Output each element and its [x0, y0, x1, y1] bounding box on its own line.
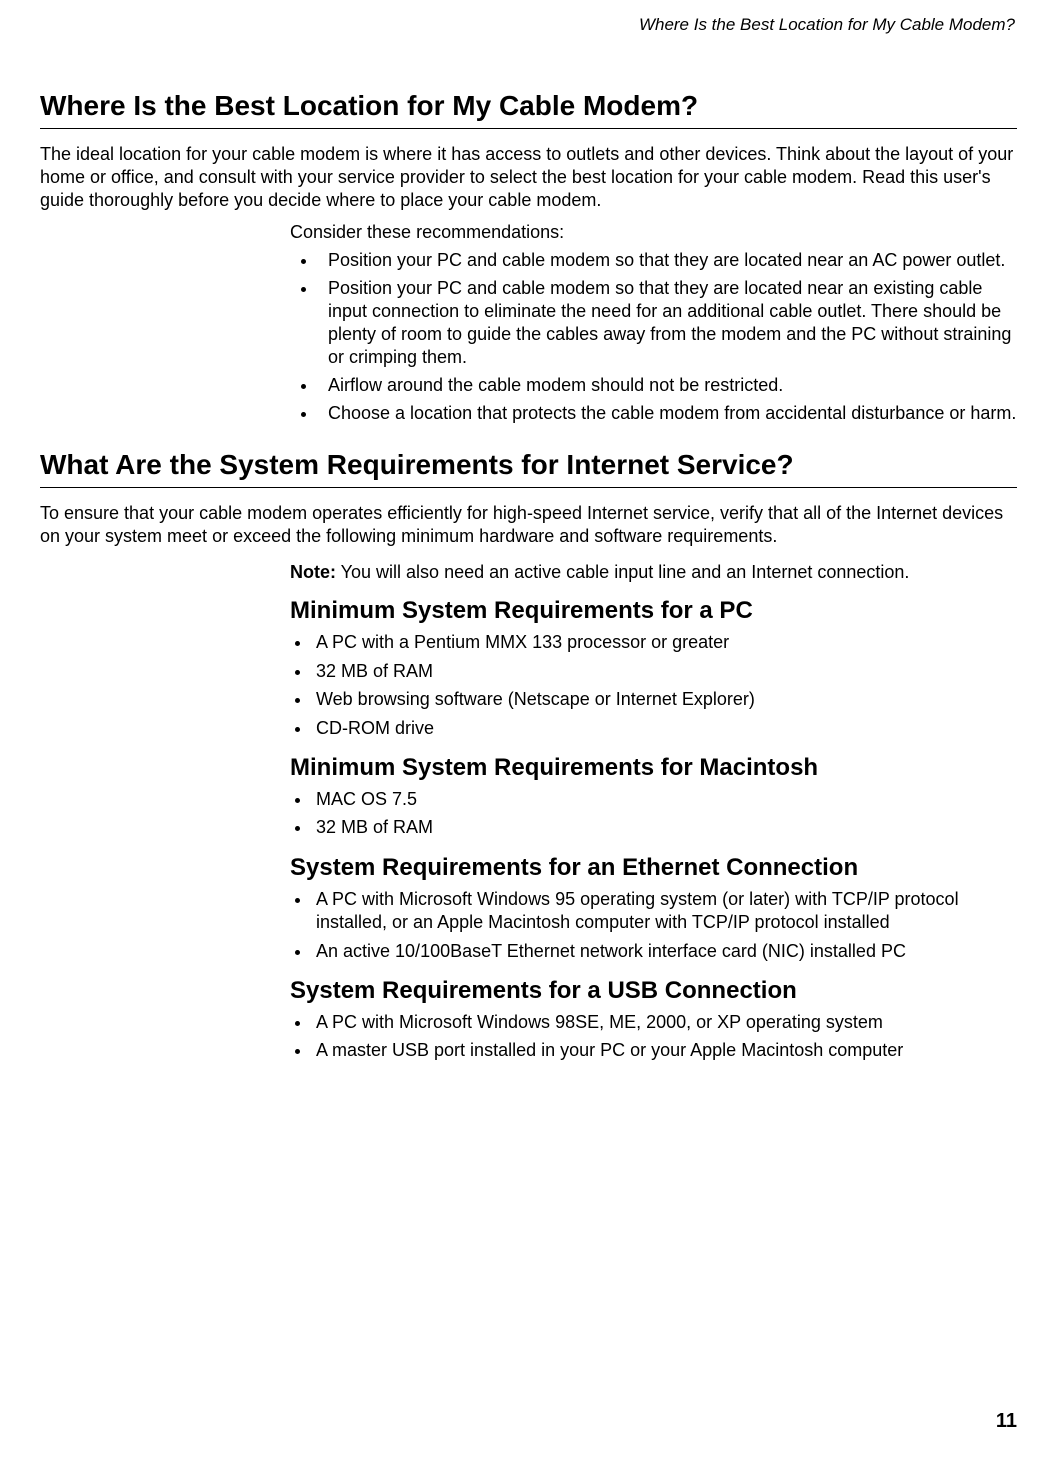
- section1-lead: Consider these recommendations:: [290, 222, 1017, 243]
- section1-bullet-list: Position your PC and cable modem so that…: [290, 249, 1017, 425]
- sub4-title: System Requirements for a USB Connection: [290, 977, 1017, 1005]
- sub2-list: MAC OS 7.5 32 MB of RAM: [290, 788, 1017, 840]
- list-item: Web browsing software (Netscape or Inter…: [312, 688, 1017, 711]
- list-item: Position your PC and cable modem so that…: [318, 277, 1017, 369]
- list-item: Airflow around the cable modem should no…: [318, 374, 1017, 397]
- sub1-list: A PC with a Pentium MMX 133 processor or…: [290, 631, 1017, 740]
- section2-indented-block: Note: You will also need an active cable…: [290, 562, 1017, 1062]
- sub3-list: A PC with Microsoft Windows 95 operating…: [290, 888, 1017, 963]
- note-text: You will also need an active cable input…: [336, 562, 909, 582]
- list-item: An active 10/100BaseT Ethernet network i…: [312, 940, 1017, 963]
- list-item: A master USB port installed in your PC o…: [312, 1039, 1017, 1062]
- list-item: CD-ROM drive: [312, 717, 1017, 740]
- list-item: 32 MB of RAM: [312, 816, 1017, 839]
- section1-rule: [40, 128, 1017, 129]
- list-item: Choose a location that protects the cabl…: [318, 402, 1017, 425]
- list-item: Position your PC and cable modem so that…: [318, 249, 1017, 272]
- document-page: Where Is the Best Location for My Cable …: [0, 0, 1057, 1463]
- section1-indented-block: Consider these recommendations: Position…: [290, 222, 1017, 425]
- list-item: MAC OS 7.5: [312, 788, 1017, 811]
- note-label: Note:: [290, 562, 336, 582]
- section1-intro: The ideal location for your cable modem …: [40, 143, 1017, 212]
- section2-rule: [40, 487, 1017, 488]
- section1-title: Where Is the Best Location for My Cable …: [40, 90, 1017, 122]
- sub2-title: Minimum System Requirements for Macintos…: [290, 754, 1017, 782]
- running-header: Where Is the Best Location for My Cable …: [40, 15, 1017, 35]
- page-number: 11: [996, 1410, 1017, 1433]
- list-item: A PC with Microsoft Windows 98SE, ME, 20…: [312, 1011, 1017, 1034]
- section2-note: Note: You will also need an active cable…: [290, 562, 1017, 583]
- list-item: A PC with a Pentium MMX 133 processor or…: [312, 631, 1017, 654]
- list-item: 32 MB of RAM: [312, 660, 1017, 683]
- list-item: A PC with Microsoft Windows 95 operating…: [312, 888, 1017, 935]
- section2-intro: To ensure that your cable modem operates…: [40, 502, 1017, 548]
- sub3-title: System Requirements for an Ethernet Conn…: [290, 854, 1017, 882]
- sub1-title: Minimum System Requirements for a PC: [290, 597, 1017, 625]
- section2-title: What Are the System Requirements for Int…: [40, 449, 1017, 481]
- sub4-list: A PC with Microsoft Windows 98SE, ME, 20…: [290, 1011, 1017, 1063]
